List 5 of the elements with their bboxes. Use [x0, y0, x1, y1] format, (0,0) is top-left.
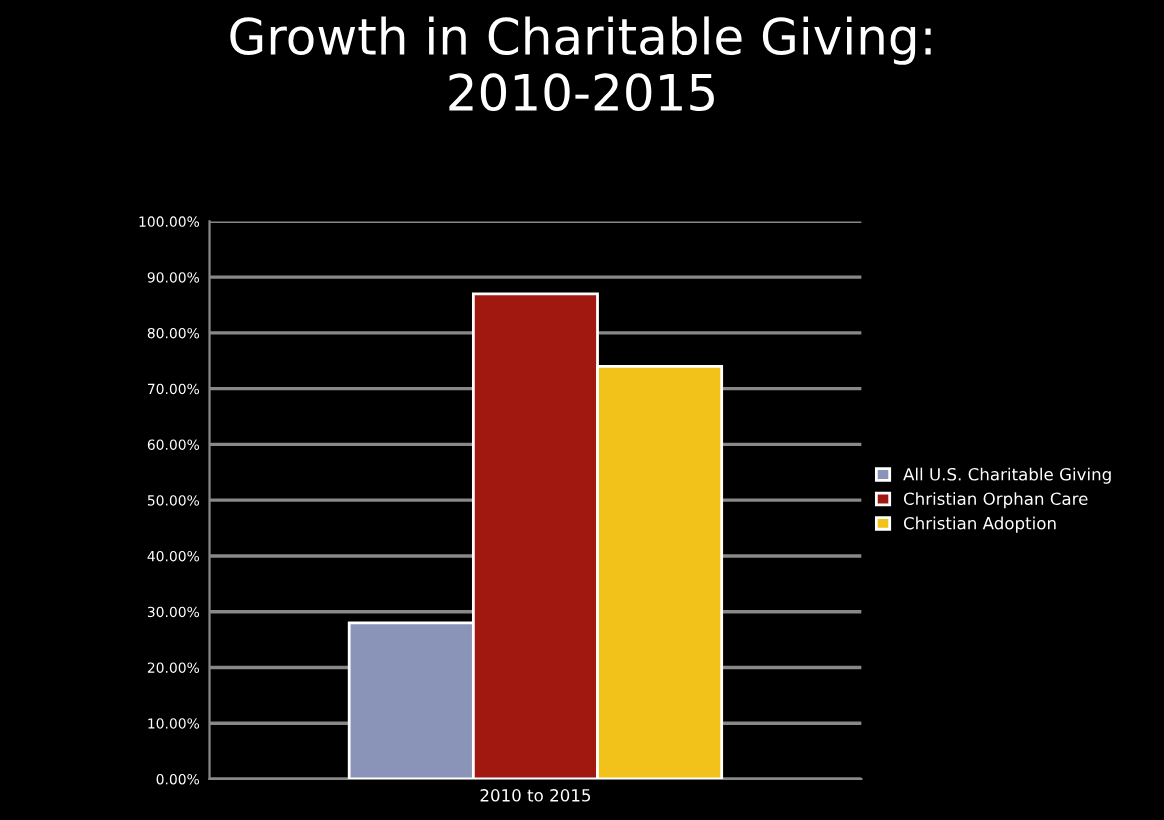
legend-label: All U.S. Charitable Giving	[903, 467, 1111, 484]
legend-label: Christian Orphan Care	[903, 492, 1088, 509]
legend-label: Christian Adoption	[903, 516, 1056, 533]
x-tick-label: 2010 to 2015	[480, 789, 591, 802]
chart-title: Growth in Charitable Giving: 2010-2015	[230, 16, 931, 112]
